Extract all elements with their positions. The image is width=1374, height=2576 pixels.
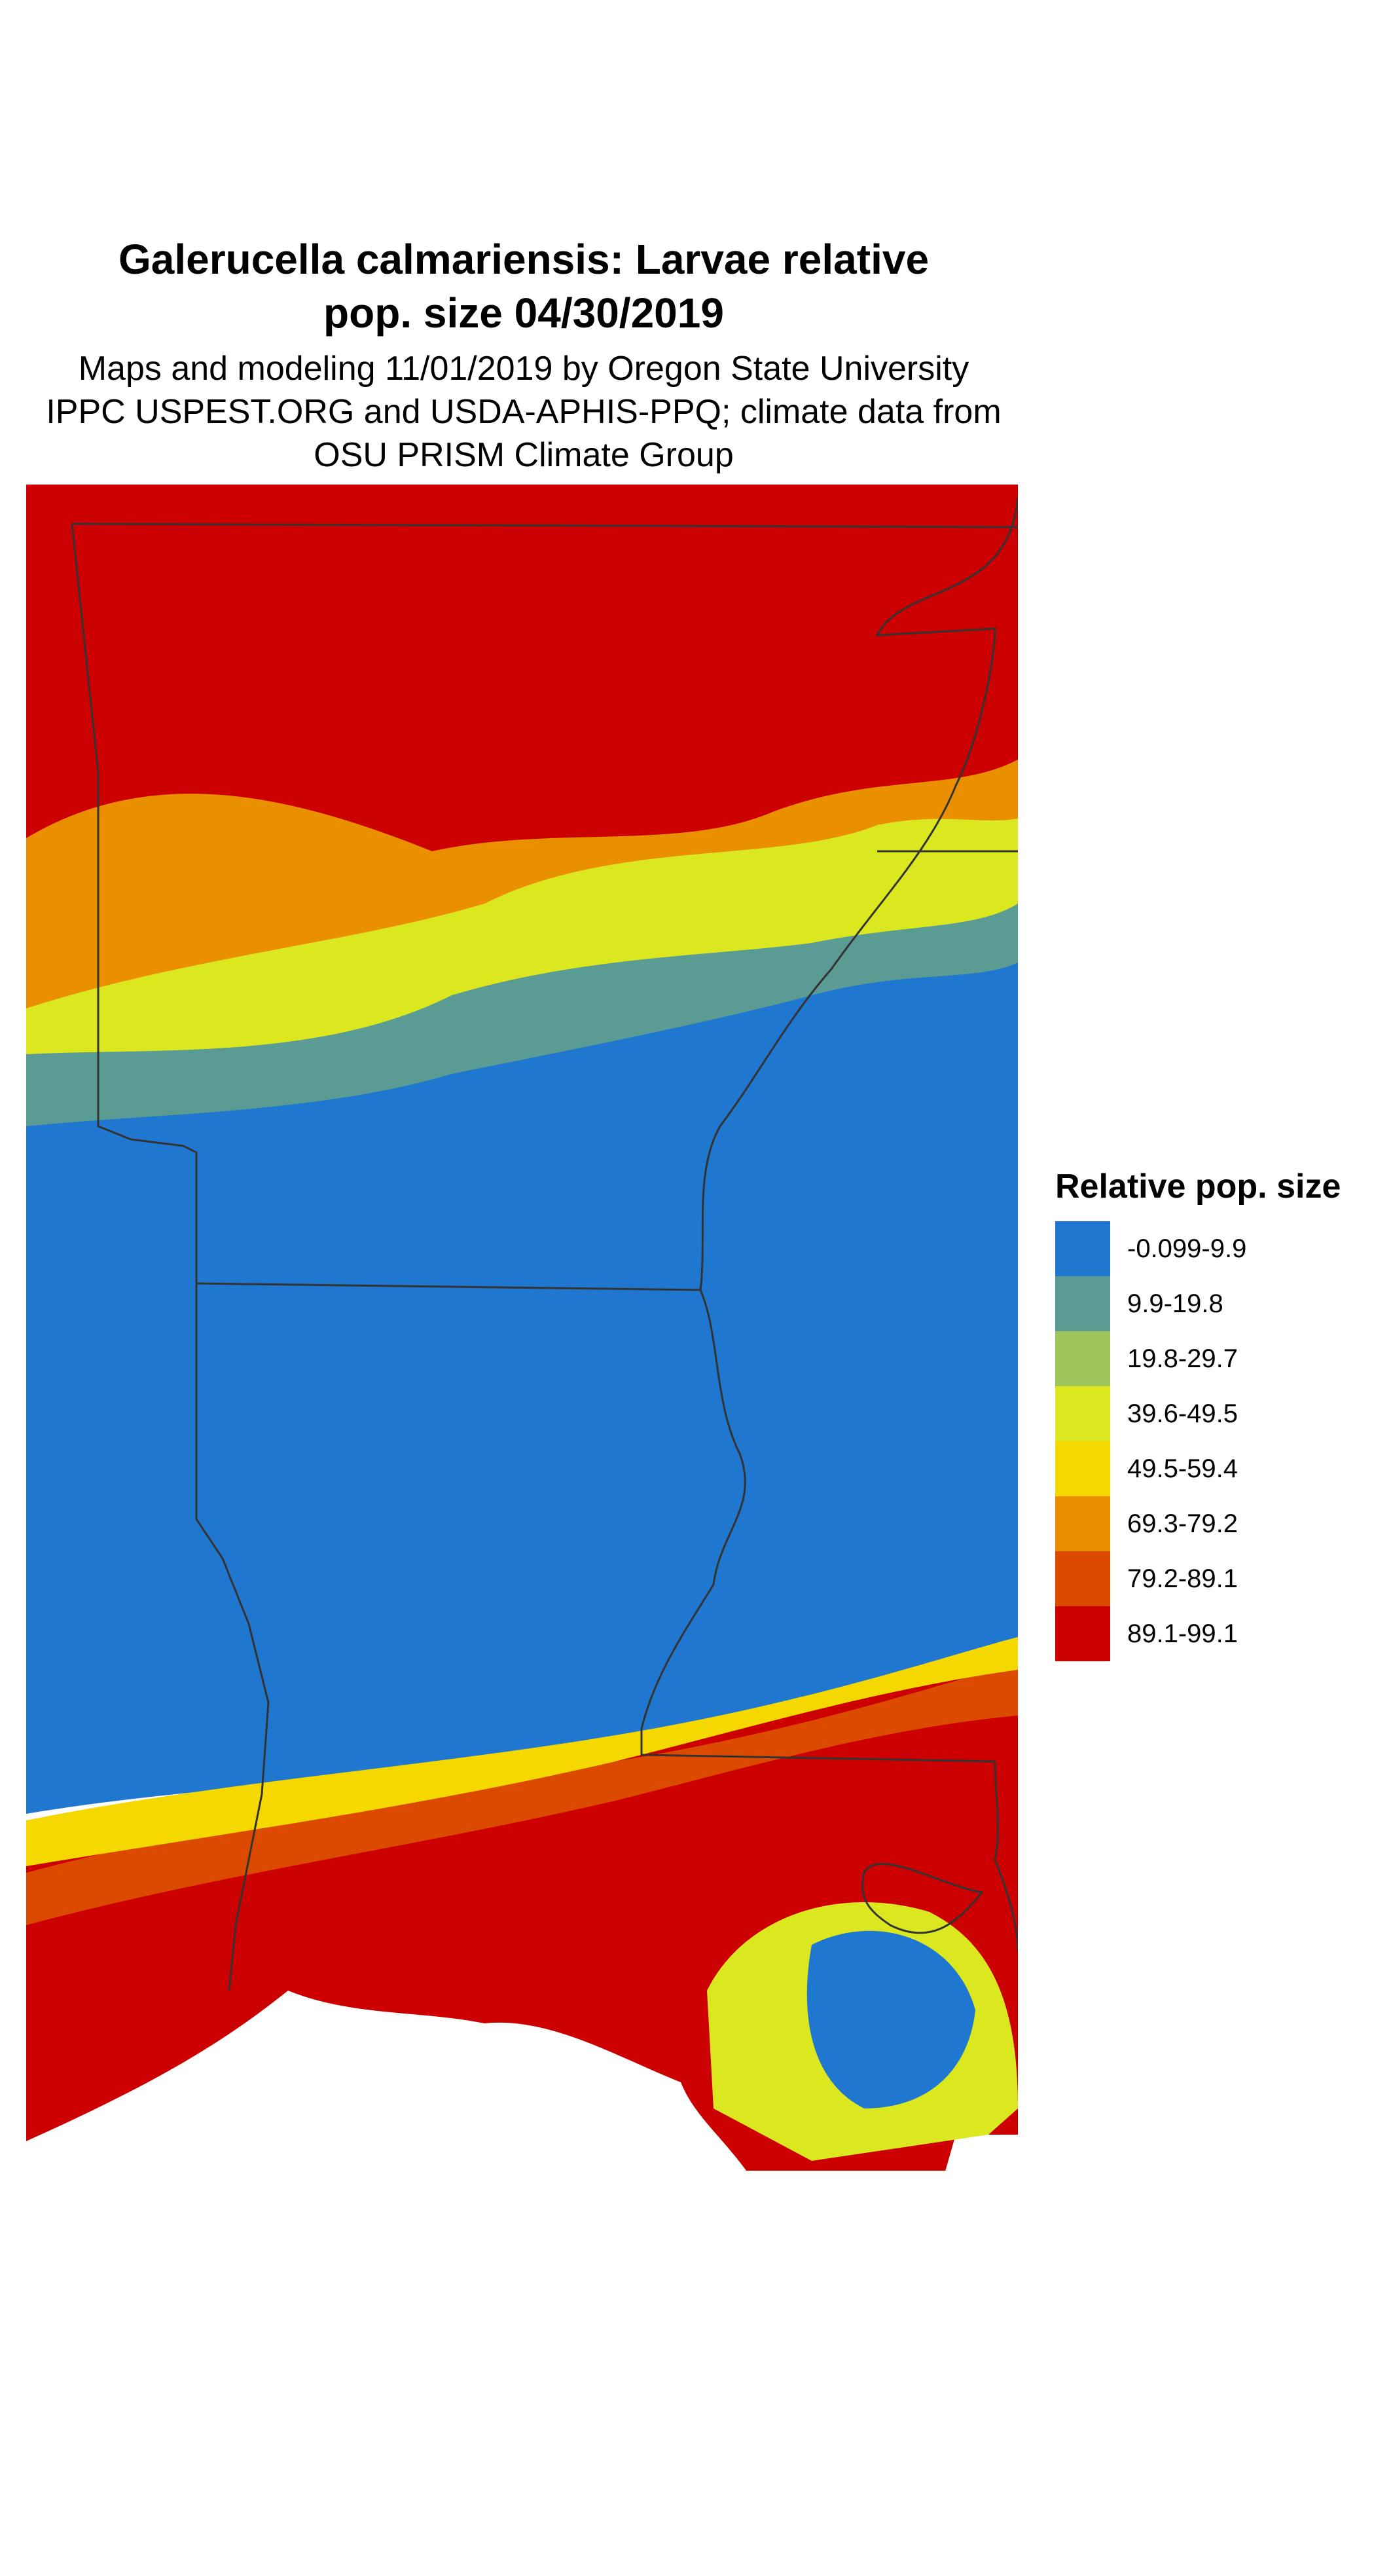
population-map bbox=[26, 485, 1018, 2171]
legend-swatch bbox=[1055, 1221, 1110, 1276]
map-zone-south-yellow bbox=[26, 1637, 1018, 1866]
map-title: Galerucella calmariensis: Larvae relativ… bbox=[26, 232, 1021, 340]
map-zone-gulf bbox=[26, 1991, 746, 2171]
map-title-line-1: Galerucella calmariensis: Larvae relativ… bbox=[118, 236, 930, 283]
map-zone-blue-center bbox=[26, 963, 1018, 1814]
legend-title: Relative pop. size bbox=[1055, 1168, 1341, 1205]
map-title-line-2: pop. size 04/30/2019 bbox=[323, 289, 724, 337]
map-subtitle-line-2: IPPC USPEST.ORG and USDA-APHIS-PPQ; clim… bbox=[46, 393, 1002, 431]
legend-label: 89.1-99.1 bbox=[1127, 1619, 1238, 1648]
legend-label: 19.8-29.7 bbox=[1127, 1344, 1238, 1373]
map-subtitle: Maps and modeling 11/01/2019 by Oregon S… bbox=[20, 347, 1028, 477]
map-zone-coastal-blue bbox=[806, 1930, 975, 2108]
legend-swatch bbox=[1055, 1276, 1110, 1331]
legend-label: -0.099-9.9 bbox=[1127, 1234, 1247, 1263]
map-subtitle-line-3: OSU PRISM Climate Group bbox=[314, 436, 734, 474]
map-zone-south-orange bbox=[26, 1663, 1018, 1925]
legend-label: 39.6-49.5 bbox=[1127, 1399, 1238, 1428]
legend-swatch bbox=[1055, 1496, 1110, 1551]
state-boundaries bbox=[71, 497, 1018, 1991]
legend-swatch bbox=[1055, 1441, 1110, 1496]
legend-label: 79.2-89.1 bbox=[1127, 1564, 1238, 1593]
legend-label: 69.3-79.2 bbox=[1127, 1509, 1238, 1538]
legend-swatch bbox=[1055, 1331, 1110, 1386]
legend-label: 9.9-19.8 bbox=[1127, 1289, 1223, 1318]
map-subtitle-line-1: Maps and modeling 11/01/2019 by Oregon S… bbox=[78, 350, 969, 388]
legend-swatch bbox=[1055, 1551, 1110, 1606]
legend-swatch bbox=[1055, 1606, 1110, 1661]
legend-label: 49.5-59.4 bbox=[1127, 1454, 1238, 1483]
legend-swatch bbox=[1055, 1386, 1110, 1441]
